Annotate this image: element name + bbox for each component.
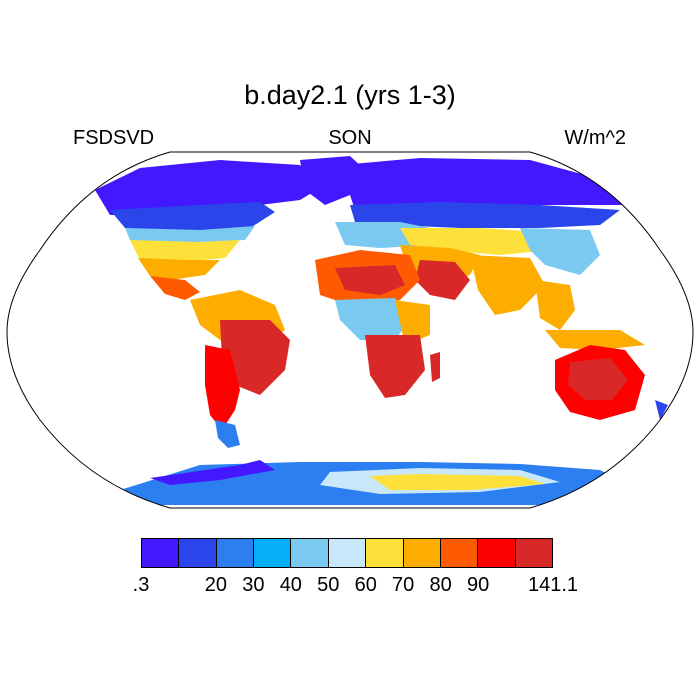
mexico [150,276,200,300]
colorbar-box-4 [291,539,329,567]
units-label: W/m^2 [564,127,626,149]
colorbar-label-4: 50 [317,574,340,596]
colorbar-box-10 [515,539,552,567]
c-africa [335,298,410,340]
s-america-amazon [220,320,290,395]
colorbar-box-9 [478,539,516,567]
colorbar-label-7: 80 [429,574,452,596]
colorbar-box-6 [366,539,404,567]
plot-title: b.day2.1 (yrs 1-3) [244,80,456,110]
arabia [415,260,470,300]
colorbar-label-0: .3 [132,574,150,596]
se-asia [535,280,575,330]
colorbar-label-2: 30 [242,574,265,596]
colorbar-box-8 [440,539,479,567]
south-asia [470,255,545,315]
colorbar-box-1 [179,539,217,567]
arctic-band [95,160,320,215]
s-africa [365,335,425,398]
map-outline [6,151,694,509]
colorbar-label-3: 40 [279,574,302,596]
s-america-south [205,345,240,430]
colorbar-label-8: 90 [466,574,490,596]
antarctica-coast [150,460,275,485]
north-us [125,226,255,244]
north-eurasia [340,158,640,210]
canada [110,202,275,232]
sahara [335,265,405,295]
colorbar-box-7 [403,539,441,567]
e-africa [395,300,430,345]
colorbar-label-9: 141.1 [527,574,579,596]
colorbar-label-1: 20 [204,574,228,596]
central-us [130,240,240,262]
colorbar [141,538,553,568]
east-asia [520,228,600,275]
colorbar-box-5 [328,539,367,567]
antarctica-plateau [370,474,545,490]
indonesia [545,330,645,350]
australia-interior [568,358,628,400]
colorbar-box-3 [254,539,292,567]
patagonia [215,420,240,448]
season-label: SON [328,127,372,149]
siberia [350,202,620,228]
colorbar-label-6: 70 [392,574,415,596]
colorbar-label-5: 60 [354,574,377,596]
colorbar-box-0 [142,539,180,567]
variable-label: FSDSVD [73,127,155,149]
land-fields [95,156,668,505]
colorbar-box-2 [216,539,255,567]
new-zealand [655,400,668,420]
south-us [138,258,220,280]
madagascar [430,352,440,382]
